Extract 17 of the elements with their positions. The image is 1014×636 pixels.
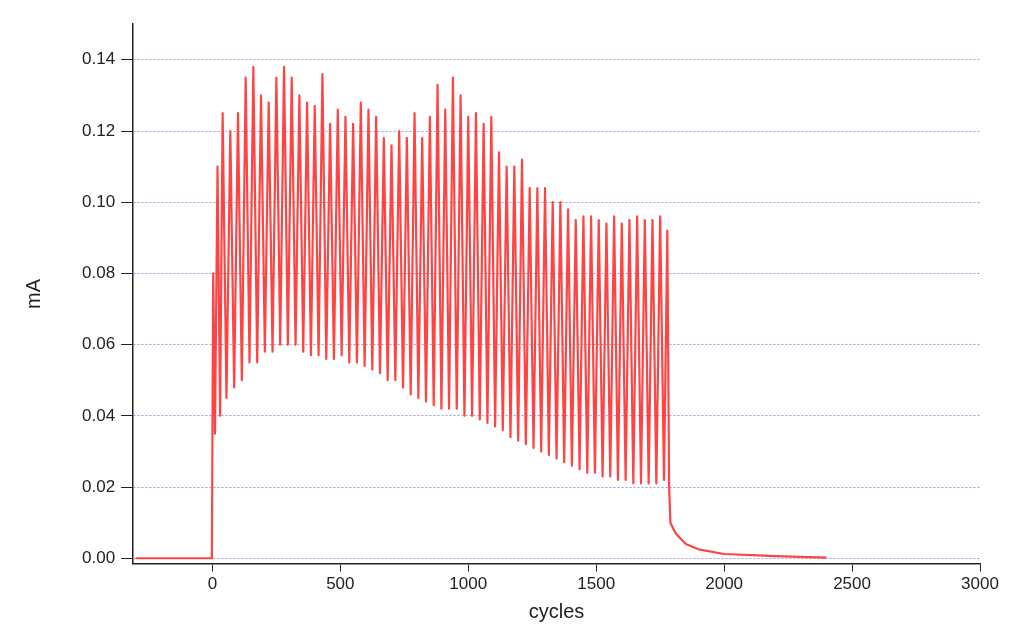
- y-tick-label: 0.12: [81, 120, 116, 140]
- y-tick-label: 0.00: [81, 547, 116, 567]
- y-tick-label: 0.06: [81, 334, 116, 354]
- y-tick-label: 0.14: [81, 49, 116, 69]
- x-axis-title: cycles: [528, 599, 585, 622]
- x-tick-label: 3000: [961, 574, 999, 594]
- x-tick-label: 1000: [449, 574, 488, 594]
- y-axis-title: mA: [21, 278, 44, 309]
- x-tick-label: 500: [326, 574, 355, 594]
- y-tick-label: 0.04: [81, 405, 116, 425]
- x-tick-label: 1500: [577, 574, 616, 594]
- x-tick-label: 2000: [705, 574, 744, 594]
- x-tick-label: 0: [207, 574, 218, 594]
- x-tick-label: 2500: [833, 574, 871, 594]
- y-tick-label: 0.02: [81, 476, 116, 496]
- y-tick-label: 0.10: [81, 191, 116, 211]
- y-tick-label: 0.08: [81, 263, 116, 283]
